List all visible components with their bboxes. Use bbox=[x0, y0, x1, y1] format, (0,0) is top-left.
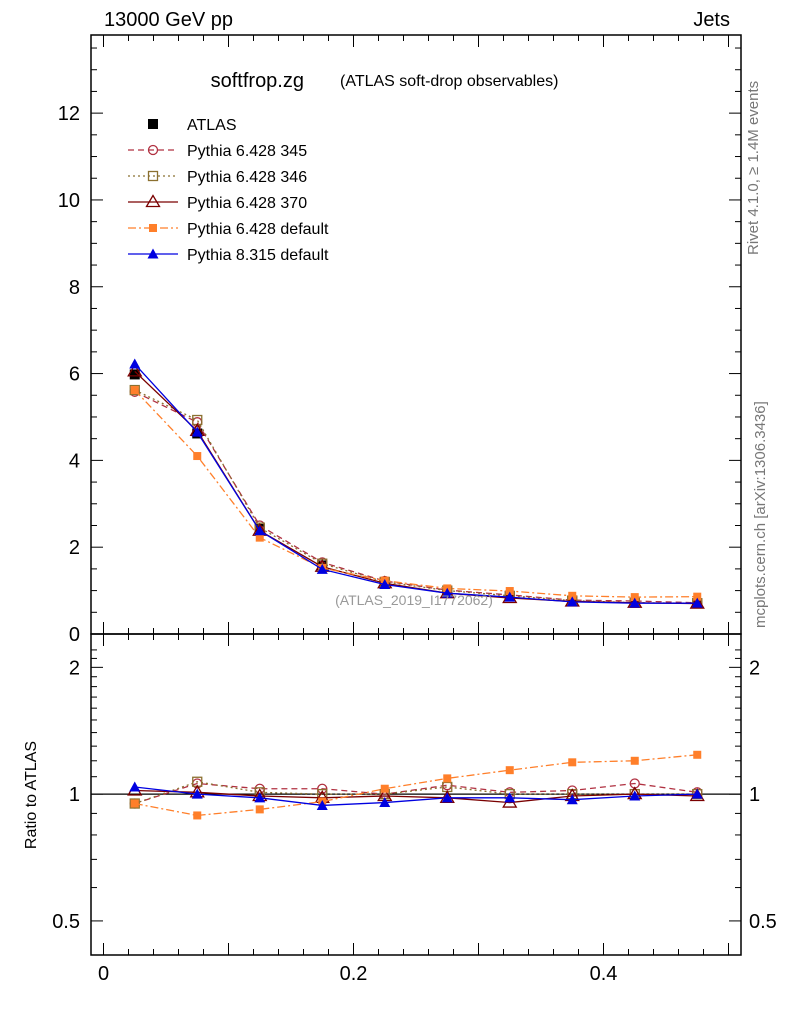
x-tick-label: 0.4 bbox=[590, 963, 618, 985]
main-y-tick-label: 6 bbox=[69, 364, 80, 386]
ratio-point-p6_default bbox=[130, 799, 139, 808]
ratio-point-p8_default bbox=[566, 794, 578, 805]
ratio-point-p6_default bbox=[505, 766, 514, 775]
ratio-panel: 0.5 0.5 1 1 2 2 0 0.2 0.4 bbox=[52, 633, 777, 985]
ratio-y-tick-label-right: 1 bbox=[749, 784, 760, 806]
data-point-p6_default bbox=[505, 587, 514, 596]
data-point-p8_default bbox=[504, 591, 516, 602]
legend-label-p6_370: Pythia 6.428 370 bbox=[187, 195, 307, 212]
ratio-point-p8_default bbox=[129, 781, 141, 792]
ratio-point-p6_default bbox=[255, 805, 264, 814]
ratio-point-p6_default bbox=[630, 756, 639, 765]
ratio-y-tick-label: 2 bbox=[69, 657, 80, 679]
ratio-point-p8_default bbox=[316, 799, 328, 810]
legend-label-atlas: ATLAS bbox=[187, 117, 237, 134]
ratio-point-p8_default bbox=[191, 788, 203, 799]
mcplots-label: mcplots.cern.ch [arXiv:1306.3436] bbox=[752, 401, 769, 628]
ratio-y-tick-label-right: 2 bbox=[749, 657, 760, 679]
ratio-point-p6_345 bbox=[317, 783, 328, 794]
data-point-p8_default bbox=[129, 358, 141, 369]
data-point-p8_default bbox=[191, 426, 203, 437]
process-label: Jets bbox=[693, 9, 730, 31]
ratio-line-p6_default bbox=[134, 754, 698, 817]
legend-marker-p6_346 bbox=[147, 170, 159, 182]
main-y-tick-label: 8 bbox=[69, 277, 80, 299]
main-y-tick-label: 4 bbox=[69, 450, 80, 472]
main-panel: 0 2 4 6 8 10 12 ATLAS Pythia 6.428 345 Pythia 6.4… bbox=[58, 34, 742, 646]
x-tick-label: 0 bbox=[98, 963, 109, 985]
data-point-atlas bbox=[129, 369, 140, 380]
data-point-p8_default bbox=[254, 525, 266, 536]
data-point-p6_346 bbox=[129, 384, 140, 396]
chart-title: softfrop.zg bbox=[211, 70, 304, 92]
data-point-p6_default bbox=[568, 591, 577, 600]
ratio-point-p8_default bbox=[629, 790, 641, 801]
ratio-point-p6_default bbox=[193, 811, 202, 820]
ratio-line-p8_default bbox=[134, 786, 698, 807]
data-point-p8_default bbox=[316, 563, 328, 574]
legend-marker-p6_345 bbox=[147, 144, 159, 156]
ratio-y-tick-label: 1 bbox=[69, 784, 80, 806]
legend-marker-p8_default bbox=[147, 248, 159, 259]
ratio-point-p6_default bbox=[693, 750, 702, 759]
legend-marker-p6_370 bbox=[145, 194, 161, 208]
main-y-tick-label: 12 bbox=[58, 103, 80, 125]
x-tick-label: 0.2 bbox=[340, 963, 368, 985]
ratio-point-p8_default bbox=[379, 797, 391, 808]
series-line-p8_default bbox=[134, 363, 698, 604]
ratio-point-p8_default bbox=[254, 792, 266, 803]
ratio-point-p6_346 bbox=[129, 798, 140, 809]
rivet-version-label: Rivet 4.1.0, ≥ 1.4M events bbox=[745, 80, 762, 255]
ratio-line-p6_345 bbox=[134, 782, 698, 805]
main-y-tick-label: 0 bbox=[69, 624, 80, 646]
ratio-y-tick-label-right: 0.5 bbox=[749, 911, 777, 933]
ratio-point-p8_default bbox=[691, 788, 703, 799]
ratio-point-p8_default bbox=[441, 792, 453, 803]
series-line-p6_default bbox=[134, 389, 698, 598]
legend-label-p6_default: Pythia 6.428 default bbox=[187, 221, 329, 238]
ratio-point-p6_default bbox=[380, 784, 389, 793]
data-point-p6_default bbox=[630, 593, 639, 602]
data-point-p8_default bbox=[629, 597, 641, 608]
ratio-point-p6_default bbox=[568, 758, 577, 767]
data-point-p8_default bbox=[441, 587, 453, 598]
data-point-p6_default bbox=[193, 452, 202, 461]
analysis-watermark: (ATLAS_2019_I1772062) bbox=[335, 592, 493, 608]
energy-label: 13000 GeV pp bbox=[104, 9, 233, 31]
series-line-p6_370 bbox=[134, 370, 698, 605]
ratio-point-p6_default bbox=[443, 774, 452, 783]
legend-label-p8_default: Pythia 8.315 default bbox=[187, 247, 329, 264]
series-line-p6_346 bbox=[134, 389, 698, 604]
data-point-p6_default bbox=[693, 592, 702, 601]
ratio-line-p6_370 bbox=[134, 789, 698, 804]
data-point-p8_default bbox=[566, 596, 578, 607]
chart-subtitle: (ATLAS soft-drop observables) bbox=[340, 73, 558, 90]
data-point-p8_default bbox=[691, 597, 703, 608]
data-point-p6_370 bbox=[127, 363, 143, 377]
ratio-line-p6_346 bbox=[134, 781, 698, 805]
legend-label-p6_345: Pythia 6.428 345 bbox=[187, 143, 307, 160]
ratio-y-axis-label: Ratio to ATLAS bbox=[23, 741, 40, 849]
legend-label-p6_346: Pythia 6.428 346 bbox=[187, 169, 307, 186]
data-point-p8_default bbox=[379, 579, 391, 590]
series-line-p6_345 bbox=[134, 391, 698, 604]
main-y-tick-label: 10 bbox=[58, 190, 80, 212]
ratio-point-p8_default bbox=[504, 792, 516, 803]
main-y-tick-label: 2 bbox=[69, 537, 80, 559]
data-point-p6_default bbox=[255, 533, 264, 542]
ratio-y-tick-label: 0.5 bbox=[52, 911, 80, 933]
legend-marker-atlas bbox=[148, 119, 158, 129]
data-point-p6_default bbox=[130, 386, 139, 395]
legend-marker-p6_default bbox=[149, 224, 157, 232]
